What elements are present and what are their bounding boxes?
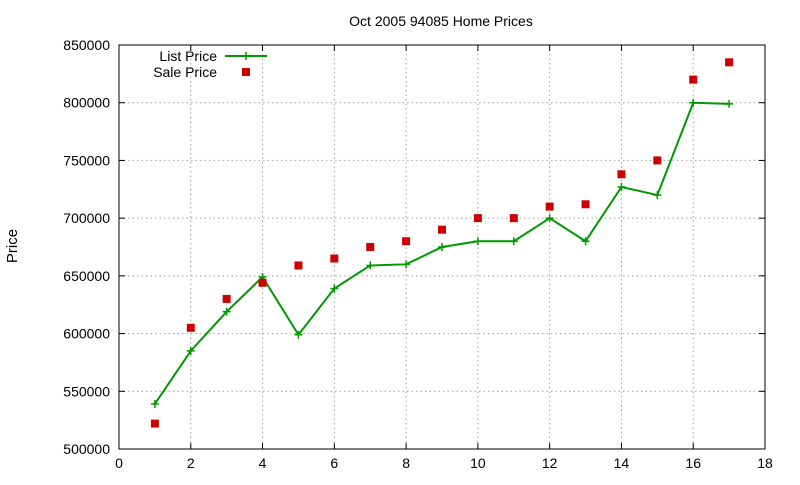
x-tick-label: 0 <box>115 455 123 471</box>
data-point <box>653 156 662 165</box>
data-point <box>294 330 303 339</box>
data-point <box>581 200 590 209</box>
series-sale-price <box>150 58 734 428</box>
data-point <box>150 399 159 408</box>
data-point <box>509 237 518 246</box>
y-tick-label: 650000 <box>63 268 110 284</box>
legend-marker <box>242 68 250 76</box>
x-tick-label: 6 <box>330 455 338 471</box>
data-point <box>689 98 698 107</box>
data-point <box>186 323 195 332</box>
y-tick-label: 500000 <box>63 441 110 457</box>
series-line <box>154 101 730 405</box>
data-point <box>509 214 518 223</box>
data-point <box>330 284 339 293</box>
data-point <box>258 278 267 287</box>
series-list-price <box>150 98 734 408</box>
data-point <box>545 214 554 223</box>
data-point <box>581 237 590 246</box>
data-point <box>689 75 698 84</box>
x-tick-label: 2 <box>187 455 195 471</box>
data-point <box>725 58 734 67</box>
data-point <box>294 261 303 270</box>
y-axis-label: Price <box>4 229 21 263</box>
x-tick-label: 14 <box>614 455 630 471</box>
chart-title: Oct 2005 94085 Home Prices <box>349 13 533 29</box>
data-point <box>222 307 231 316</box>
x-tick-label: 8 <box>402 455 410 471</box>
data-point <box>545 202 554 211</box>
data-point <box>438 243 446 251</box>
data-point <box>617 170 626 179</box>
data-point <box>617 182 626 191</box>
x-tick-label: 12 <box>542 455 558 471</box>
x-tick-label: 10 <box>470 455 486 471</box>
data-point <box>473 214 482 223</box>
x-tick-label: 16 <box>685 455 701 471</box>
y-tick-label: 800000 <box>63 95 110 111</box>
y-tick-label: 600000 <box>63 326 110 342</box>
data-point <box>402 237 411 246</box>
data-point <box>366 243 375 251</box>
legend-label: Sale Price <box>153 64 217 80</box>
y-tick-label: 750000 <box>63 152 110 168</box>
data-point <box>186 346 195 355</box>
x-tick-label: 4 <box>259 455 267 471</box>
y-tick-label: 850000 <box>63 37 110 53</box>
y-tick-label: 700000 <box>63 210 110 226</box>
data-point <box>438 225 446 234</box>
y-tick-label: 550000 <box>63 383 110 399</box>
data-point <box>222 294 231 303</box>
data-point <box>725 99 734 108</box>
legend-label: List Price <box>159 48 217 64</box>
plot-frame <box>118 44 766 450</box>
data-point <box>473 237 482 246</box>
legend-marker <box>242 52 250 60</box>
axis-ticks: 0 2 4 6 8 10 12 14 16 18 500000 550000 600000 650000 7… <box>63 37 773 471</box>
data-point <box>402 260 411 269</box>
data-point <box>150 419 159 428</box>
plot-series <box>150 58 734 428</box>
data-point <box>366 261 375 270</box>
data-point <box>653 191 662 200</box>
data-point <box>330 254 339 263</box>
x-tick-label: 18 <box>757 455 773 471</box>
